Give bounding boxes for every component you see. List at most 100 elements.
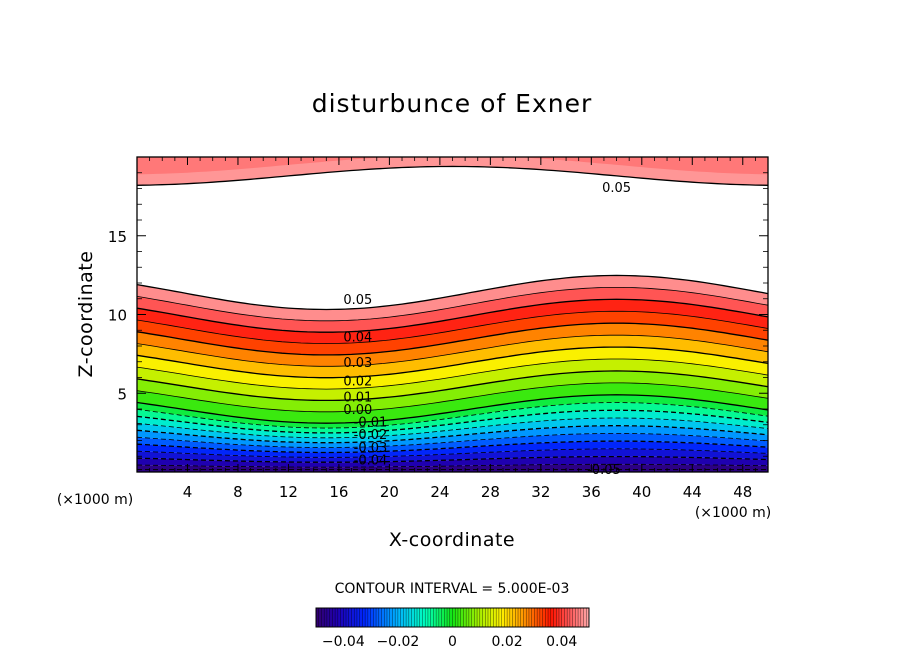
contour-label: 0.02 [343,375,372,390]
x-tick-label: 36 [582,483,601,501]
colorbar-cell [496,608,500,627]
colorbar-cell [463,608,467,627]
colorbar-cell [400,608,404,627]
colorbar-cell [324,608,328,627]
contour-lines [137,165,768,471]
contour-label: 0.01 [343,390,372,405]
contour-band [137,456,768,468]
x-tick-label: 48 [733,483,752,501]
contour-band [137,418,768,443]
contour-line [137,274,768,311]
colorbar-cell [356,608,361,627]
contour-band [137,464,768,472]
colorbar-cell [501,608,505,627]
colorbar-cell [548,608,552,627]
colorbar-cell [550,608,554,627]
colorbar-cell [425,608,429,627]
y-tick-label: 15 [108,228,127,246]
contour-line [137,455,768,463]
colorbar-cell [419,608,423,627]
colorbar-cell [444,608,448,627]
colorbar-cell [414,608,418,627]
colorbar-cell [348,608,352,627]
x-tick-label: 16 [329,483,348,501]
contour-band [137,275,768,321]
colorbar-cell [441,608,445,627]
colorbar-cell [370,608,374,627]
colorbar-cell [512,608,516,627]
contour-interval-text: CONTOUR INTERVAL = 5.000E-03 [335,581,570,597]
contour-line [137,417,768,439]
chart-title: disturbunce of Exner [312,89,593,118]
colorbar [315,607,590,628]
colorbar-cell [433,608,437,627]
contour-label: 0.04 [343,331,372,346]
contour-line [137,409,768,434]
x-unit-left: (×1000 m) [57,492,133,508]
x-tick-label: 24 [430,483,449,501]
colorbar-cell [531,608,535,627]
contour-band [137,441,768,458]
colorbar-cell [365,608,369,627]
colorbar-cell [427,608,432,627]
colorbar-cell [482,608,486,627]
colorbar-cell [567,608,571,627]
colorbar-cell [586,608,590,627]
colorbar-frame [315,607,590,628]
colorbar-cell [354,608,358,627]
contour-band [137,425,768,448]
x-tick-label: 8 [233,483,243,501]
colorbar-cell [457,608,462,627]
colorbar-cell [408,608,412,627]
colorbar-cell [447,608,451,627]
colorbar-cell [498,608,503,627]
contour-label: -0.02 [354,428,388,443]
contour-line [137,425,768,444]
colorbar-cell [332,608,336,627]
x-tick-label: 44 [683,483,702,501]
contour-band [137,347,768,390]
colorbar-cell [362,608,366,627]
colorbar-cell [438,608,442,627]
contour-labels: 0.050.050.040.030.020.010.00-0.01-0.02-0… [343,181,631,478]
x-tick-label: 28 [481,483,500,501]
contour-line [137,433,768,448]
contour-band-top-inner [137,157,768,175]
colorbar-cell [518,608,522,627]
colorbar-cell [430,608,434,627]
colorbar-cell [477,608,481,627]
colorbar-cell [337,608,341,627]
colorbar-cell [343,608,347,627]
colorbar-tick-label: 0.04 [546,634,577,650]
colorbar-cell [376,608,380,627]
colorbar-cell [485,608,489,627]
colorbar-cell [520,608,524,627]
colorbar-cell [569,608,574,627]
contour-band [137,359,768,401]
colorbar-tick-label: 0.02 [492,634,523,650]
y-tick-label: 10 [108,307,127,325]
colorbar-cell [545,608,549,627]
colorbar-cell [471,608,475,627]
y-tick-label: 5 [117,385,127,403]
colorbar-cell [515,608,519,627]
colorbar-cell [553,608,557,627]
colorbar-cell [340,608,344,627]
colorbar-cell [452,608,456,627]
colorbar-cell [346,608,350,627]
colorbar-cell [381,608,385,627]
colorbar-cell [386,608,391,627]
colorbar-cell [392,608,396,627]
colorbar-cell [373,608,377,627]
contour-band [137,323,768,367]
colorbar-cell [406,608,410,627]
contour-band [137,311,768,355]
colorbar-cell [575,608,579,627]
y-axis-label: Z-coordinate [75,251,97,378]
contour-label: 0.03 [343,356,372,371]
contour-label: 0.00 [343,403,372,418]
contour-line [137,287,768,322]
contour-line [137,382,768,413]
colorbar-tick-label: 0 [448,634,457,650]
